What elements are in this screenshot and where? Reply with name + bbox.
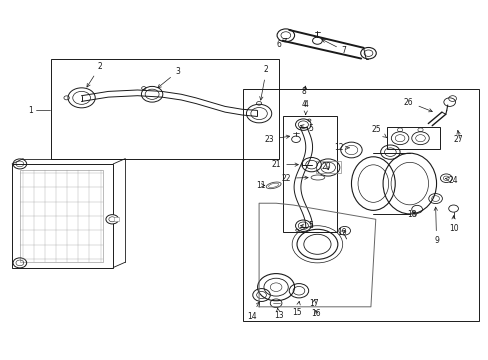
Text: 10: 10 <box>448 216 457 233</box>
Bar <box>114 217 119 221</box>
Text: 11: 11 <box>256 181 265 190</box>
Text: 13: 13 <box>273 308 283 320</box>
Bar <box>20 170 103 262</box>
Text: 5: 5 <box>300 124 313 133</box>
Text: 17: 17 <box>308 299 318 308</box>
Text: 25: 25 <box>371 126 386 138</box>
Text: 19: 19 <box>336 228 346 237</box>
Text: 21: 21 <box>271 160 298 169</box>
Text: 8: 8 <box>301 87 306 96</box>
Text: 24: 24 <box>445 176 457 185</box>
Text: 18: 18 <box>407 210 416 219</box>
Bar <box>51 59 278 158</box>
Text: 3: 3 <box>158 67 180 88</box>
Bar <box>12 164 113 267</box>
Text: 4: 4 <box>301 100 306 109</box>
Text: 14: 14 <box>246 302 259 321</box>
Text: 7: 7 <box>322 40 346 55</box>
Text: 2: 2 <box>259 66 268 100</box>
Text: 5: 5 <box>300 221 313 230</box>
Bar <box>283 116 336 232</box>
Circle shape <box>106 215 118 224</box>
Text: 26: 26 <box>403 98 431 112</box>
Text: 15: 15 <box>292 301 301 318</box>
Text: 16: 16 <box>311 310 321 319</box>
Text: 6: 6 <box>276 38 286 49</box>
Text: 4: 4 <box>303 100 307 114</box>
Text: 12: 12 <box>334 143 349 152</box>
Bar <box>243 89 478 321</box>
Text: 1: 1 <box>29 106 33 115</box>
Bar <box>316 161 340 173</box>
Text: 22: 22 <box>281 174 307 183</box>
Text: 2: 2 <box>87 62 102 87</box>
Text: 20: 20 <box>321 162 330 171</box>
Text: 27: 27 <box>453 135 462 144</box>
Bar <box>386 127 440 149</box>
Text: 23: 23 <box>264 135 289 144</box>
Text: 9: 9 <box>433 207 438 245</box>
